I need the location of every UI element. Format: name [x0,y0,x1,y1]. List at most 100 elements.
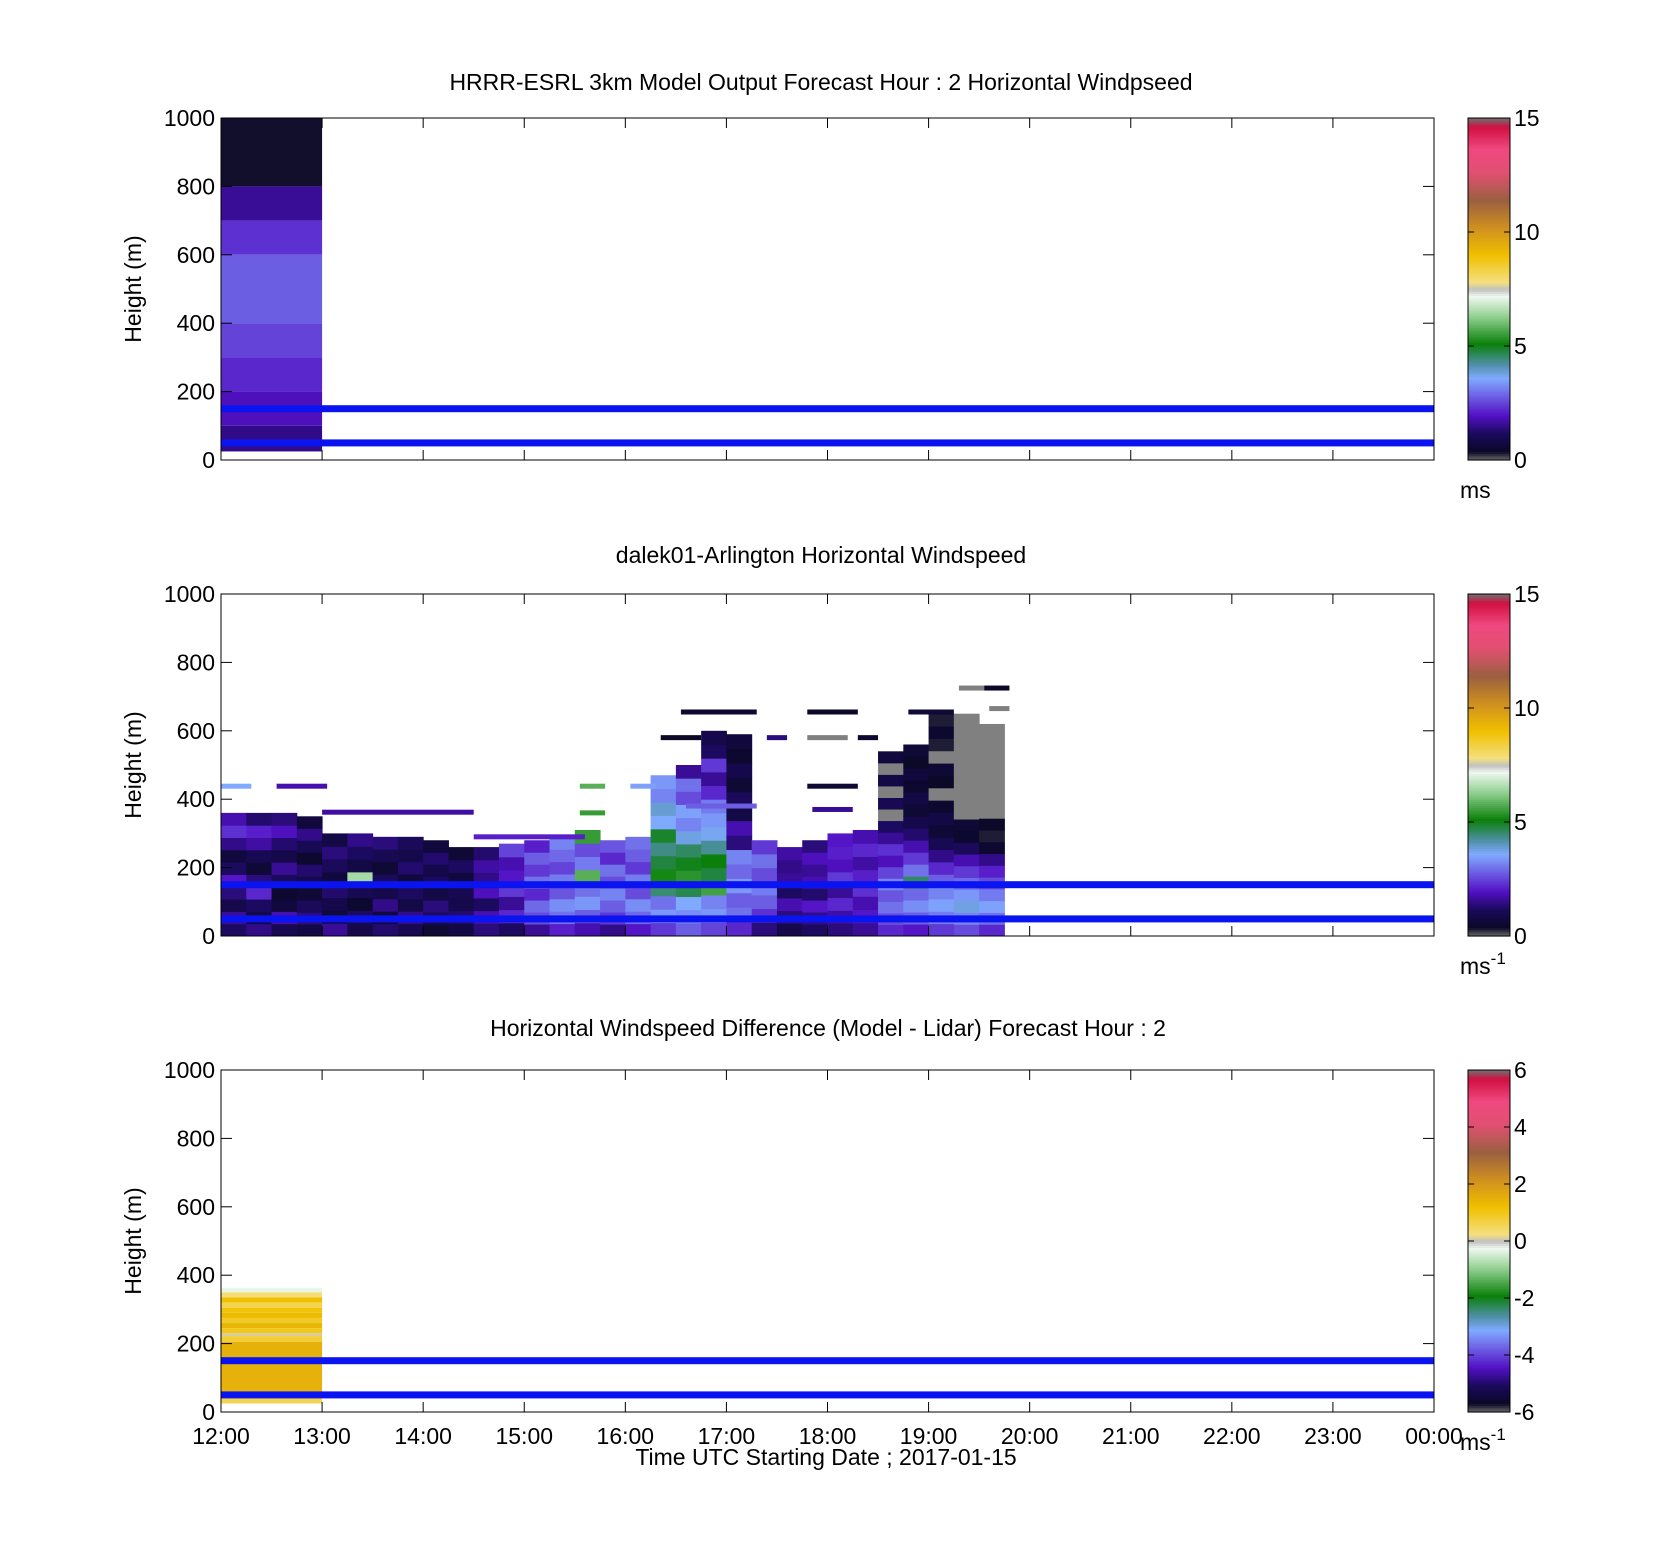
heatmap-cell [322,846,348,860]
heatmap-cell [726,777,753,793]
colorbar-swatch [1468,888,1510,892]
y-tick-label: 800 [177,173,215,199]
heatmap-streak [685,803,757,809]
heatmap-cell [347,846,374,860]
heatmap-cell [675,817,702,832]
heatmap-streak [984,685,1010,691]
heatmap-cell [650,869,677,883]
colorbar-swatch [1468,246,1510,249]
heatmap-cell [953,842,980,855]
colorbar-swatch [1468,1350,1510,1353]
heatmap-cell [221,1336,323,1342]
heatmap-cell [347,833,374,847]
colorbar-swatch [1468,312,1510,316]
heatmap-cell [953,819,980,832]
colorbar-swatch [1468,1279,1510,1283]
colorbar-swatch [1468,893,1510,896]
colorbar-tick-label: -2 [1514,1285,1534,1311]
heatmap-streak [807,709,858,715]
colorbar-swatch [1468,660,1510,663]
y-tick-label: 0 [202,923,215,949]
panel-title: Horizontal Windspeed Difference (Model -… [490,1015,1166,1041]
colorbar-swatch [1468,831,1510,834]
heatmap-cell [473,897,500,912]
colorbar-swatch [1468,306,1510,309]
heatmap-cell [953,865,980,878]
heatmap-cell [827,846,854,860]
heatmap-cell [221,118,323,187]
colorbar-swatch [1468,239,1510,243]
heatmap-cell [221,220,323,255]
heatmap-cell [271,899,298,912]
reference-line [221,881,1434,889]
colorbar-swatch [1468,1260,1510,1263]
colorbar-swatch [1468,1251,1510,1255]
heatmap-streak [958,685,985,691]
colorbar-swatch [1468,878,1510,882]
heatmap-cell [751,840,778,855]
colorbar-swatch [1468,596,1510,599]
heatmap-cell [701,894,727,910]
heatmap-cell [397,923,424,937]
heatmap-cell [549,861,576,875]
heatmap-cell [322,859,348,873]
colorbar-swatch [1468,692,1510,696]
colorbar-swatch [1468,1219,1510,1223]
colorbar-swatch [1468,931,1510,935]
colorbar-tick-label: 5 [1514,809,1527,835]
heatmap-cell [650,802,677,816]
colorbar-swatch [1468,1311,1510,1315]
colorbar-swatch [1468,1341,1510,1345]
heatmap-cell [574,896,601,910]
colorbar-swatch [1468,1106,1510,1110]
colorbar-swatch [1468,1309,1510,1313]
heatmap-cell [271,862,298,875]
heatmap-cell [903,864,930,877]
colorbar-swatch [1468,120,1510,123]
colorbar-swatch [1468,643,1510,646]
heatmap-cell [423,864,449,877]
colorbar-swatch [1468,130,1510,134]
colorbar-swatch [1468,833,1510,837]
colorbar-swatch [1468,229,1510,232]
heatmap-cell [979,735,1005,749]
colorbar-swatch [1468,438,1510,442]
y-tick-label: 200 [177,379,215,405]
colorbar-swatch [1468,1352,1510,1355]
colorbar-swatch [1468,1317,1510,1321]
heatmap-cell [928,738,955,752]
heatmap-cell [574,829,601,844]
colorbar-swatch [1468,370,1510,373]
heatmap-cell [221,1292,323,1298]
colorbar-swatch [1468,145,1510,149]
heatmap-cell [776,897,803,912]
heatmap-cell [650,895,677,910]
colorbar-swatch [1468,835,1510,839]
colorbar-swatch [1468,348,1510,352]
heatmap-cell [726,763,753,778]
colorbar-tick-label: 0 [1514,447,1527,473]
colorbar-swatch [1468,696,1510,700]
heatmap-cell [953,737,980,750]
colorbar-swatch [1468,1347,1510,1351]
colorbar-swatch [1468,263,1510,267]
x-tick-label: 15:00 [495,1423,553,1449]
heatmap-cell [221,1317,323,1324]
heatmap-cell [928,775,955,789]
heatmap-cell [625,849,652,863]
colorbar-swatch [1468,212,1510,215]
colorbar-unit: ms [1460,477,1491,503]
colorbar-swatch [1468,207,1510,211]
x-tick-label: 14:00 [394,1423,452,1449]
heatmap-cell [322,833,348,847]
colorbar-swatch [1468,871,1510,875]
heatmap-cell [397,861,424,875]
reference-line [221,439,1434,447]
colorbar-swatch [1468,1208,1510,1212]
heatmap-cell [675,896,702,911]
colorbar-swatch [1468,826,1510,830]
heatmap-cell [296,900,323,913]
colorbar-swatch [1468,602,1510,606]
heatmap-cell [979,723,1005,737]
heatmap-cell [726,820,753,836]
